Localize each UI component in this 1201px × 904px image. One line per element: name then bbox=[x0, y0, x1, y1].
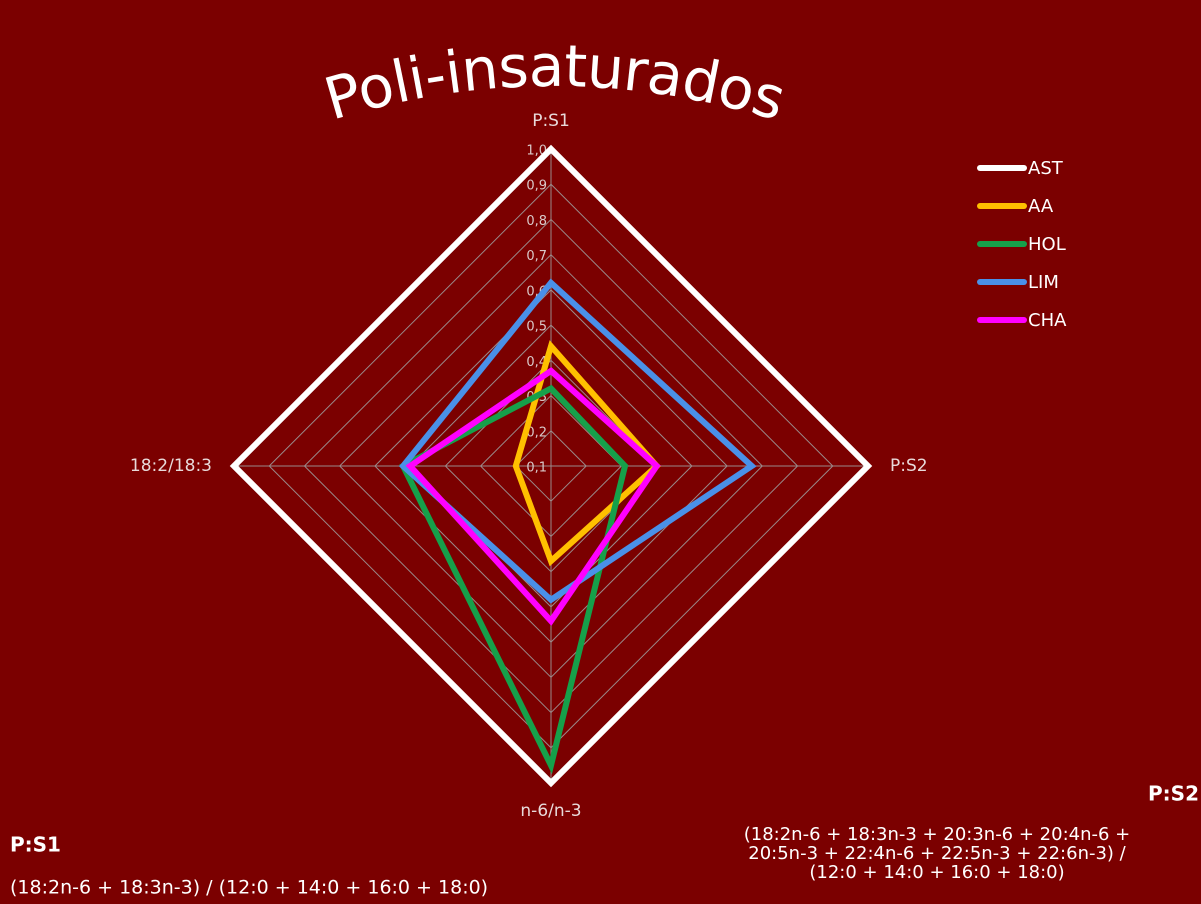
y-tick-label: 0,1 bbox=[526, 461, 547, 476]
category-label: n-6/n-3 bbox=[520, 801, 581, 821]
y-tick-label: 0,8 bbox=[526, 214, 547, 229]
y-tick-label: 0,9 bbox=[526, 179, 547, 194]
legend-label: AA bbox=[1028, 196, 1054, 217]
series-line bbox=[229, 144, 873, 788]
annotation-line: 20:5n-3 + 22:4n-6 + 22:5n-3 + 22:6n-3) / bbox=[748, 843, 1126, 864]
y-tick-label: 0,7 bbox=[526, 249, 547, 264]
annotation-line: (12:0 + 14:0 + 16:0 + 18:0) bbox=[809, 862, 1064, 883]
category-label: 18:2/18:3 bbox=[130, 456, 212, 476]
y-tick-label: 0,4 bbox=[526, 355, 547, 370]
series-line bbox=[405, 367, 661, 626]
annotation-title: P:S1 bbox=[10, 833, 61, 857]
category-label: P:S1 bbox=[532, 111, 570, 131]
category-label: P:S2 bbox=[890, 456, 928, 476]
legend-label: AST bbox=[1028, 158, 1064, 179]
annotation-line: (18:2n-6 + 18:3n-3) / (12:0 + 14:0 + 16:… bbox=[10, 877, 488, 899]
annotation-line: (18:2n-6 + 18:3n-3 + 20:3n-6 + 20:4n-6 + bbox=[744, 824, 1131, 845]
y-tick-label: 0,2 bbox=[526, 425, 547, 440]
legend-label: HOL bbox=[1028, 234, 1066, 255]
series-line bbox=[512, 340, 661, 567]
y-tick-label: 0,5 bbox=[526, 320, 547, 335]
legend-label: CHA bbox=[1028, 310, 1067, 331]
series-line bbox=[398, 278, 757, 604]
annotation-title: P:S2 bbox=[1148, 782, 1199, 806]
legend-label: LIM bbox=[1028, 272, 1059, 293]
